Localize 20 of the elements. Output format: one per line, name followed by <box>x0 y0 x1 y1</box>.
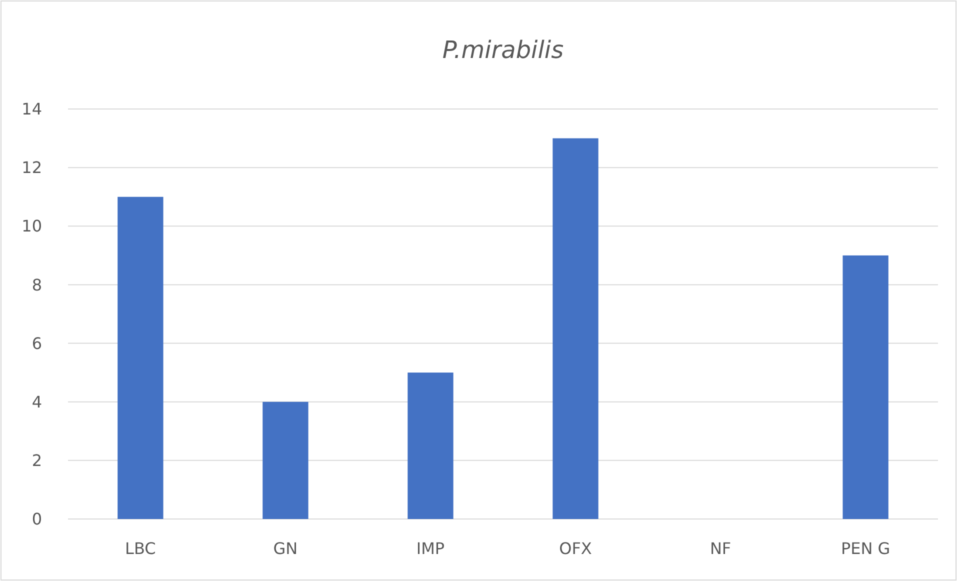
x-tick-label: PEN G <box>840 539 890 558</box>
bar <box>408 372 454 519</box>
y-tick-label: 0 <box>32 510 42 529</box>
bar <box>262 402 308 519</box>
bar <box>842 255 888 519</box>
y-tick-label: 12 <box>22 158 42 178</box>
chart-title: P.mirabilis <box>442 36 564 64</box>
bar <box>552 138 598 519</box>
y-tick-label: 2 <box>32 451 42 470</box>
y-tick-label: 4 <box>32 392 42 412</box>
x-tick-label: IMP <box>416 539 445 558</box>
x-tick-label: NF <box>710 539 732 558</box>
bar <box>118 196 164 519</box>
x-tick-label: OFX <box>559 539 592 558</box>
y-tick-label: 10 <box>22 216 42 236</box>
y-tick-label: 8 <box>32 275 42 294</box>
x-tick-label: LBC <box>125 539 156 558</box>
x-tick-label: GN <box>273 539 298 558</box>
y-tick-label: 14 <box>22 100 42 119</box>
y-tick-label: 6 <box>32 334 42 353</box>
